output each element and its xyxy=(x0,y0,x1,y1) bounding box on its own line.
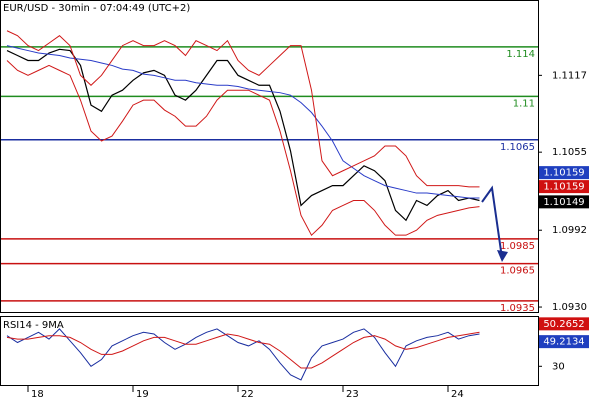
level-label: 1.11 xyxy=(513,98,535,109)
x-tick-label: 23 xyxy=(346,389,359,400)
series-line xyxy=(6,45,480,199)
y-tick-label: 1.1055 xyxy=(552,147,587,158)
level-label: 1.114 xyxy=(506,49,535,60)
price-tag xyxy=(539,195,589,209)
series-line xyxy=(6,328,480,381)
rsi-panel xyxy=(0,316,539,386)
price-tag-label: 49.2134 xyxy=(543,337,584,348)
series-line xyxy=(6,331,480,369)
price-tag xyxy=(539,335,589,349)
price-tag-label: 1.10159 xyxy=(543,168,584,179)
series-line xyxy=(6,48,480,222)
level-label: 1.0985 xyxy=(500,241,535,252)
price-tag xyxy=(539,317,589,331)
main-panel xyxy=(0,0,539,313)
chart-title: EUR/USD - 30min - 07:04:49 (UTC+2) xyxy=(3,3,190,14)
y-tick-label: 30 xyxy=(552,361,565,372)
y-tick-label: 1.1117 xyxy=(552,70,587,81)
series-line xyxy=(6,30,480,188)
x-tick-label: 19 xyxy=(136,389,149,400)
rsi-title: RSI14 - 9MA xyxy=(3,320,64,331)
y-tick-label: 1.0930 xyxy=(552,302,587,313)
arrow-head xyxy=(497,250,508,262)
x-tick-label: 22 xyxy=(241,389,254,400)
forecast-arrow xyxy=(481,185,503,259)
level-label: 1.0935 xyxy=(500,303,535,314)
x-tick-label: 24 xyxy=(451,389,464,400)
price-tag-label: 1.10159 xyxy=(543,182,584,193)
plot-area: 1.1117 1.1055 1.0992 1.0930 1.114 1.11 1.1065 1… xyxy=(1,30,589,400)
price-tag-label: 1.10149 xyxy=(543,197,584,208)
x-tick-label: 18 xyxy=(31,389,44,400)
series-line xyxy=(6,60,480,236)
price-tag-label: 50.2652 xyxy=(543,319,584,330)
level-label: 1.0965 xyxy=(500,266,535,277)
price-tag xyxy=(539,166,589,180)
y-tick-label: 1.0992 xyxy=(552,225,587,236)
price-tag xyxy=(539,180,589,194)
level-label: 1.1065 xyxy=(500,142,535,153)
